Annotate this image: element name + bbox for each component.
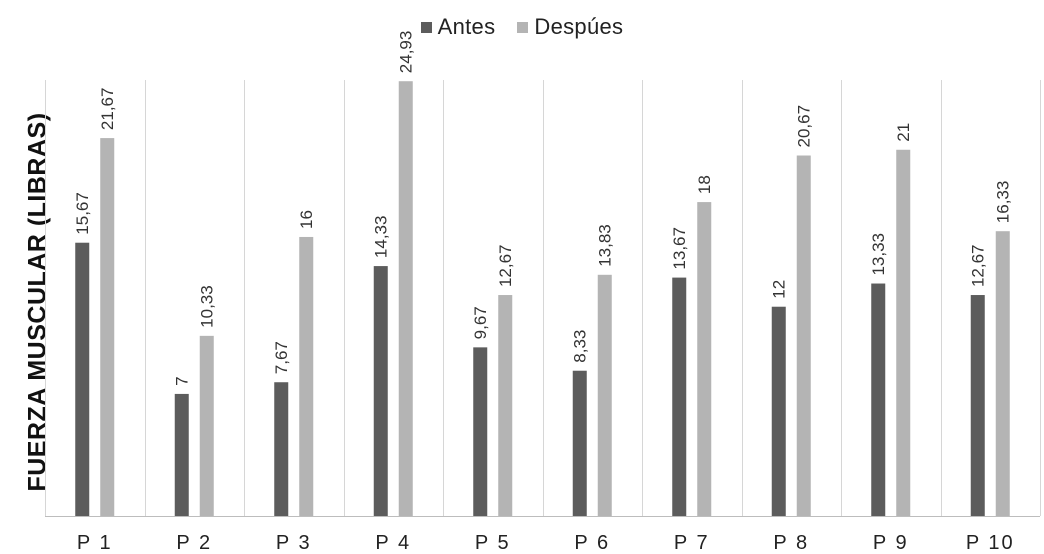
bar-antes [672, 277, 687, 516]
bar-despues [199, 335, 214, 516]
bar-despues [597, 274, 612, 516]
legend-label-antes: Antes [437, 14, 496, 39]
bar-antes [473, 347, 488, 516]
bar-antes [871, 283, 886, 516]
bar-antes [274, 382, 289, 516]
category-label: P 9 [873, 532, 909, 554]
data-label-despues: 16 [297, 210, 316, 229]
bar-antes [771, 306, 786, 516]
category-label: P 7 [674, 532, 710, 554]
bar-despues [697, 202, 712, 516]
bars [75, 81, 1010, 517]
legend-swatch-despues [517, 21, 529, 33]
bar-despues [995, 231, 1010, 516]
data-label-despues: 16,33 [994, 181, 1013, 224]
category-label: P 5 [475, 532, 511, 554]
legend-item-antes: Antes [420, 14, 496, 40]
category-label: P 3 [276, 532, 312, 554]
bar-antes [75, 242, 90, 516]
legend-item-despues: Despúes [517, 14, 623, 40]
bar-despues [100, 138, 115, 516]
data-label-despues: 12,67 [496, 244, 515, 287]
data-label-antes: 7 [173, 376, 192, 385]
bar-antes [174, 393, 189, 516]
data-label-antes: 9,67 [471, 306, 490, 339]
category-label: P 10 [966, 532, 1015, 554]
bar-despues [796, 155, 811, 516]
data-label-antes: 8,33 [571, 330, 590, 363]
category-label: P 8 [773, 532, 809, 554]
bar-despues [299, 236, 314, 516]
data-label-antes: 12 [770, 280, 789, 299]
grid-lines [45, 80, 1041, 517]
data-label-despues: 10,33 [198, 285, 217, 328]
data-label-antes: 13,67 [670, 227, 689, 270]
data-label-despues: 18 [695, 175, 714, 194]
data-label-despues: 20,67 [795, 105, 814, 148]
category-label: P 4 [375, 532, 411, 554]
bar-despues [398, 81, 413, 517]
data-labels: 15,67 21,67 7 10,33 7,67 16 14,33 24,93 9,67 12,6… [73, 31, 1013, 386]
data-label-despues: 24,93 [397, 31, 416, 74]
data-label-despues: 21,67 [98, 88, 117, 131]
data-label-antes: 15,67 [73, 192, 92, 235]
legend: Antes Despúes [0, 12, 1044, 42]
bar-despues [896, 149, 911, 516]
category-label: P 2 [176, 532, 212, 554]
data-label-antes: 13,33 [869, 233, 888, 276]
category-label: P 6 [574, 532, 610, 554]
data-label-despues: 21 [894, 123, 913, 142]
bar-antes [970, 295, 985, 516]
data-label-despues: 13,83 [596, 224, 615, 267]
bar-despues [498, 295, 513, 516]
data-label-antes: 7,67 [272, 341, 291, 374]
legend-swatch-antes [420, 21, 432, 33]
legend-label-despues: Despúes [534, 14, 624, 39]
category-label: P 1 [77, 532, 113, 554]
data-label-antes: 12,67 [969, 244, 988, 287]
bar-antes [373, 266, 388, 516]
bar-antes [572, 370, 587, 516]
category-labels: P 1 P 2 P 3 P 4 P 5 P 6 P 7 P 8 P 9 P 10 [77, 532, 1015, 554]
data-label-antes: 14,33 [372, 216, 391, 259]
